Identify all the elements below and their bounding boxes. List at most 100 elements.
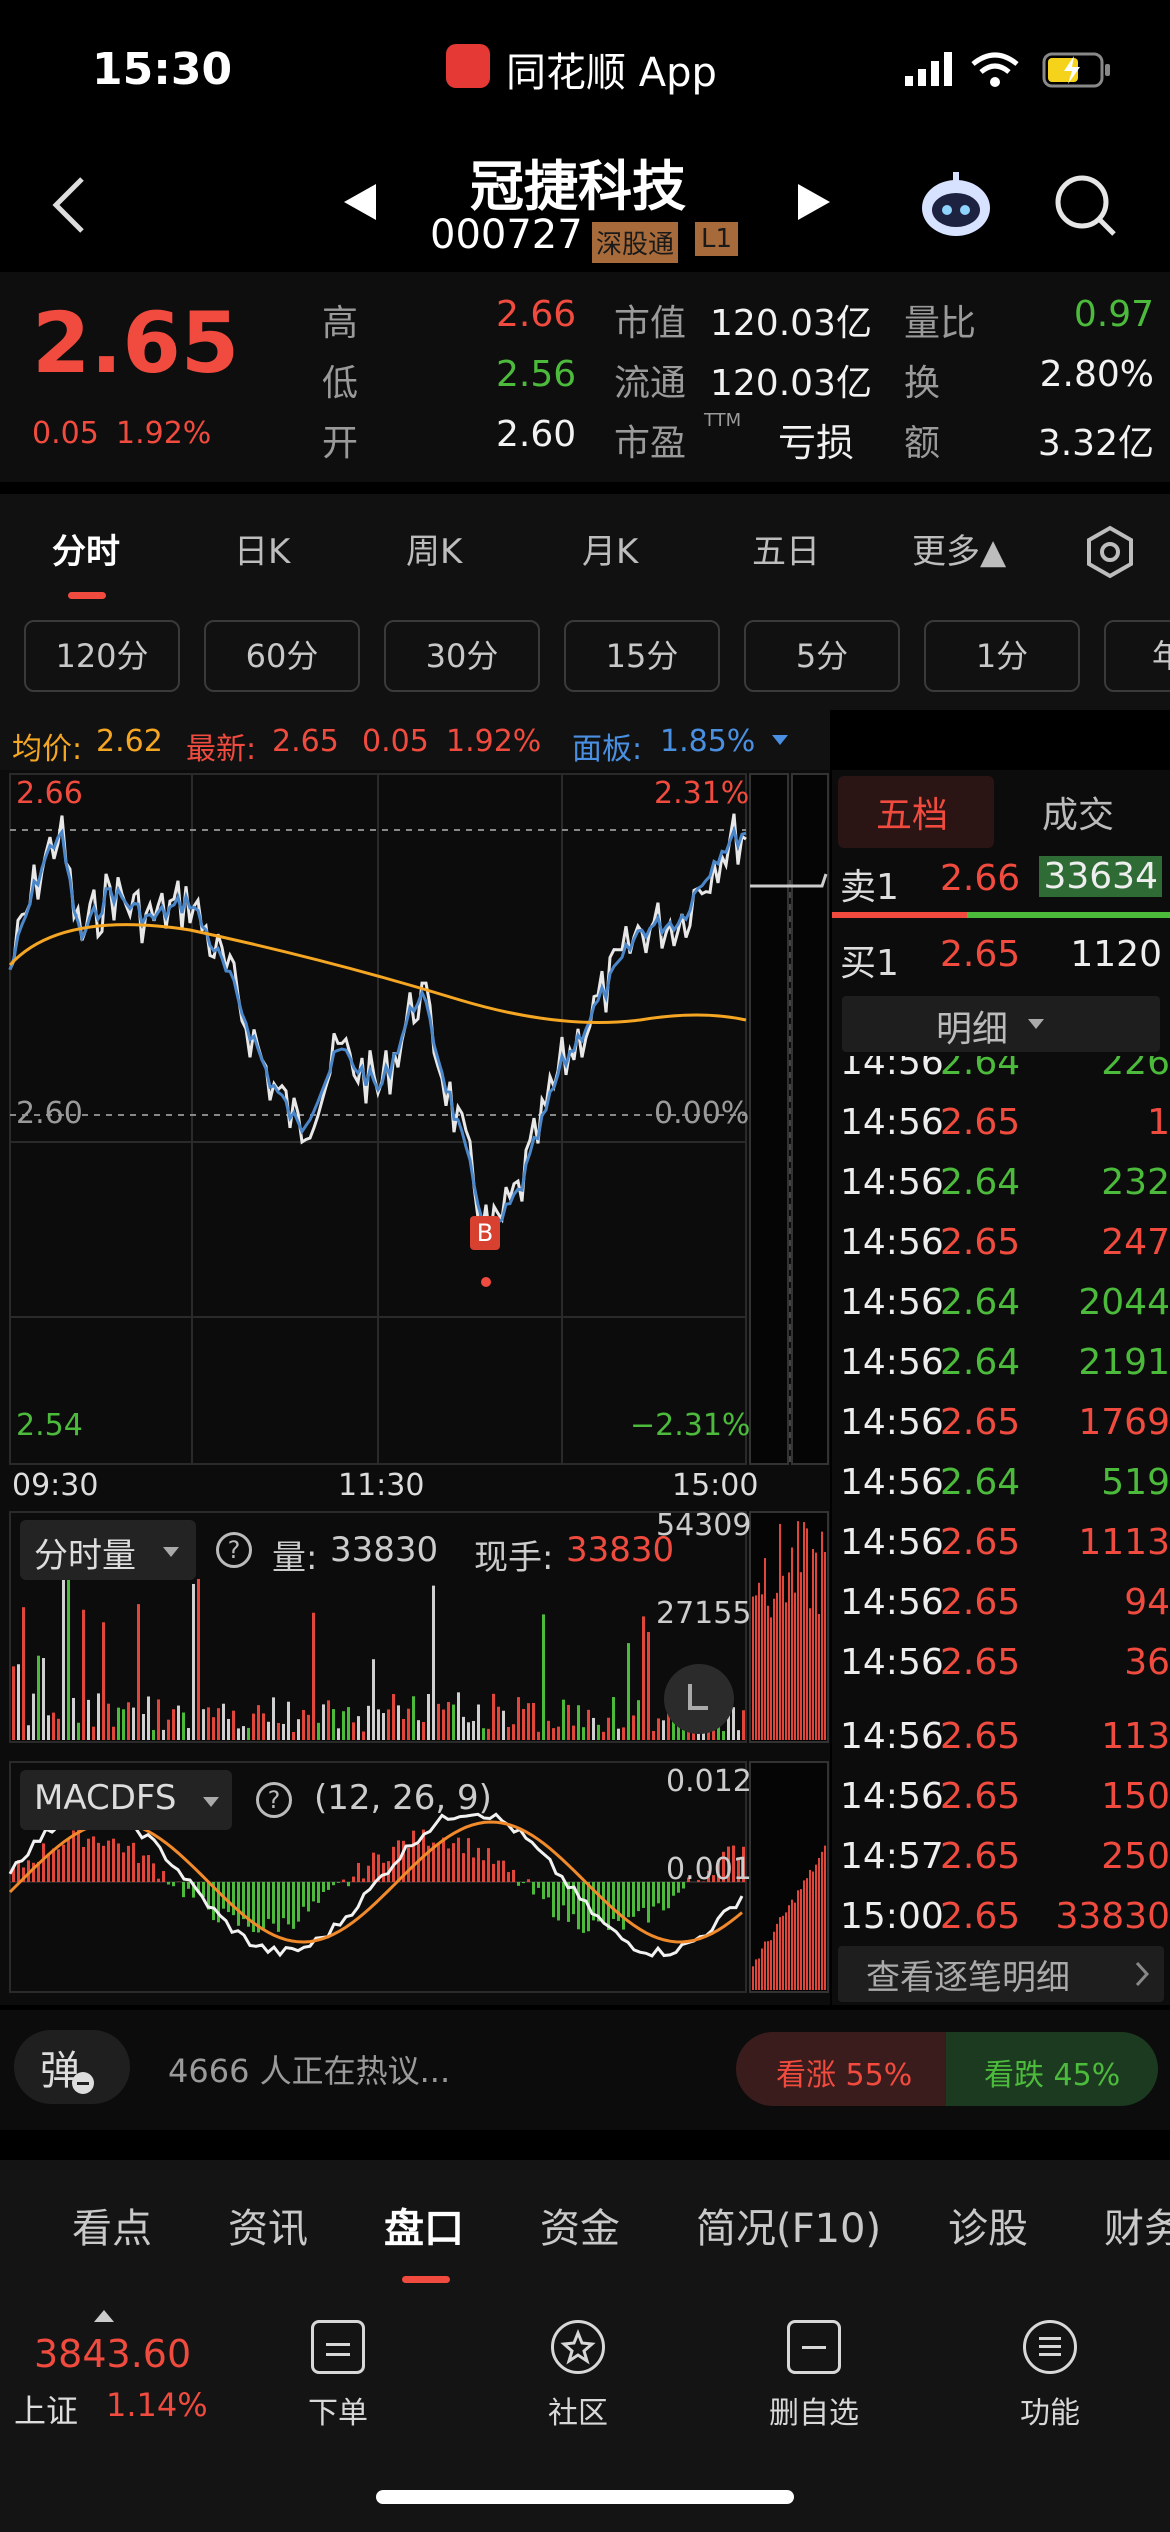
volume-bar	[782, 1575, 784, 1740]
barrage-toggle[interactable]	[14, 2030, 130, 2104]
volume-bar	[462, 1716, 465, 1740]
volume-bar	[47, 1715, 50, 1740]
vote-down-button[interactable]	[946, 2032, 1158, 2106]
period-60m[interactable]: 60分	[204, 620, 360, 692]
robot-assistant-icon[interactable]	[918, 170, 994, 240]
volume-dropdown-icon[interactable]	[162, 1544, 180, 1558]
tab-daily-k[interactable]: 日K	[234, 532, 291, 572]
back-icon[interactable]	[50, 175, 90, 235]
macd-bar	[782, 1915, 784, 1990]
volume-bar	[142, 1714, 145, 1740]
tab-five-levels-label[interactable]: 五档	[876, 795, 949, 836]
macd-title[interactable]: MACDFS	[34, 1778, 177, 1818]
volume-bar	[92, 1726, 95, 1740]
functions-label[interactable]: 功能	[1020, 2396, 1080, 2431]
detail-dropdown-icon[interactable]	[1026, 1016, 1046, 1030]
panel-value[interactable]: 1.85%	[660, 724, 756, 759]
macd-bar	[824, 1845, 826, 1990]
chart-fullscreen-icon[interactable]	[664, 1664, 734, 1734]
chart-settings-icon[interactable]	[1082, 524, 1138, 580]
period-year[interactable]: 年	[1104, 620, 1170, 692]
intraday-chart-area[interactable]: 2.66 2.60 2.54 2.31% 0.00% −2.31% B 09:3…	[0, 770, 830, 2005]
macd-bar	[764, 1941, 766, 1990]
search-icon[interactable]	[1054, 174, 1118, 238]
remove-watchlist-label[interactable]: 删自选	[769, 2396, 859, 2431]
vote-up-label[interactable]: 看涨 55%	[776, 2058, 913, 2093]
chevron-right-icon[interactable]	[1134, 1960, 1150, 1988]
tab-trades-label[interactable]: 成交	[1042, 795, 1115, 836]
functions-button[interactable]: 功能	[970, 2320, 1130, 2432]
vote-up-button[interactable]	[736, 2032, 950, 2106]
trade-row: 14:57 2.65 250	[840, 1836, 1170, 1877]
high-value: 2.66	[496, 294, 577, 335]
volume-bar	[562, 1699, 565, 1740]
volume-bar	[732, 1707, 735, 1740]
macd-bar	[87, 1838, 90, 1882]
place-order-button[interactable]: 下单	[258, 2320, 418, 2432]
bottom-tab-active-indicator	[402, 2276, 450, 2283]
panel-label[interactable]: 面板:	[572, 732, 643, 767]
trade-list[interactable]: 14:56 2.64 226 14:56 2.65 1 14:56 2.64 232 14:…	[832, 1056, 1170, 1720]
tab-financials[interactable]: 财务	[1104, 2206, 1170, 2252]
macd-bar	[272, 1882, 275, 1924]
volume-bar	[785, 1602, 787, 1740]
community-button[interactable]: 社区	[498, 2320, 658, 2432]
tab-funds[interactable]: 资金	[540, 2206, 620, 2252]
tab-five-levels[interactable]	[838, 776, 994, 848]
tab-weekly-k[interactable]: 周K	[406, 532, 463, 572]
tab-profile-f10[interactable]: 简况(F10)	[696, 2206, 882, 2252]
tab-news[interactable]: 资讯	[228, 2206, 308, 2252]
prev-stock-icon[interactable]	[340, 182, 380, 222]
volume-bar	[682, 1724, 685, 1740]
macd-bar	[477, 1847, 480, 1882]
macd-selector[interactable]	[20, 1770, 232, 1830]
remove-watchlist-button[interactable]: 删自选	[734, 2320, 894, 2432]
barrage-off-icon[interactable]	[72, 2072, 94, 2094]
volume-help-icon[interactable]: ?	[216, 1532, 252, 1568]
place-order-label[interactable]: 下单	[308, 2396, 368, 2431]
period-120m[interactable]: 120分	[24, 620, 180, 692]
tab-highlights[interactable]: 看点	[72, 2206, 152, 2252]
community-label[interactable]: 社区	[548, 2396, 608, 2431]
buy-marker[interactable]: B	[470, 1216, 500, 1250]
period-1m[interactable]: 1分	[924, 620, 1080, 692]
discussion-text[interactable]: 4666 人正在热议...	[168, 2052, 451, 2090]
vote-down-label[interactable]: 看跌 45%	[984, 2058, 1121, 2093]
macd-bar	[72, 1830, 75, 1882]
volume-title[interactable]: 分时量	[34, 1536, 136, 1576]
document-icon	[311, 2320, 365, 2374]
panel-dropdown-icon[interactable]	[770, 732, 790, 746]
trade-list-lower[interactable]: 14:56 2.65 113 14:56 2.65 150 14:57 2.65 250 1…	[832, 1716, 1170, 1956]
macd-help-icon[interactable]: ?	[256, 1782, 292, 1818]
macd-bar	[761, 1948, 763, 1990]
view-all-trades-label[interactable]: 查看逐笔明细	[866, 1958, 1070, 1998]
macd-bar	[622, 1882, 625, 1930]
tab-more[interactable]: 更多▲	[912, 532, 1007, 572]
volume-bar	[212, 1717, 215, 1740]
macd-bar	[187, 1882, 190, 1889]
volume-bar	[412, 1696, 415, 1740]
macd-bar	[292, 1882, 295, 1929]
tab-diagnosis[interactable]: 诊股	[948, 2206, 1028, 2252]
detail-header-label[interactable]: 明细	[936, 1009, 1009, 1050]
tab-monthly-k[interactable]: 月K	[582, 532, 639, 572]
tab-five-day[interactable]: 五日	[752, 532, 820, 572]
volume-bar	[761, 1594, 763, 1740]
macd-bar	[737, 1857, 740, 1882]
macd-dropdown-icon[interactable]	[202, 1794, 220, 1808]
period-5m[interactable]: 5分	[744, 620, 900, 692]
tab-orderbook[interactable]: 盘口	[384, 2206, 464, 2252]
tab-active-indicator	[68, 592, 106, 599]
volume-bar	[62, 1520, 65, 1740]
volume-bar	[77, 1722, 80, 1740]
chart-tabs: 分时 日K 周K 月K 五日 更多▲	[0, 494, 1170, 600]
detail-header[interactable]	[842, 996, 1160, 1052]
period-30m[interactable]: 30分	[384, 620, 540, 692]
period-15m[interactable]: 15分	[564, 620, 720, 692]
tab-intraday[interactable]: 分时	[52, 532, 120, 572]
macd-bar	[717, 1859, 720, 1882]
sell1-price: 2.66	[940, 858, 1021, 899]
next-stock-icon[interactable]	[794, 182, 834, 222]
sell1-volume: 33634	[1039, 856, 1162, 897]
view-all-trades-button[interactable]	[838, 1946, 1164, 2002]
